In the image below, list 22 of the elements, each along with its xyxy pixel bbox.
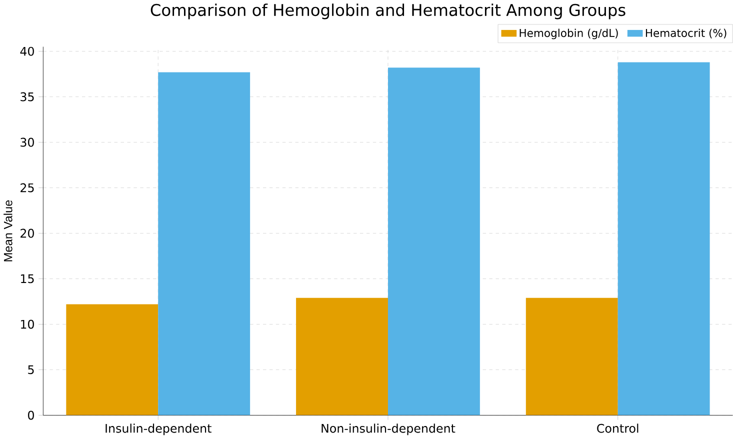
y-tick-label: 30 (20, 138, 34, 147)
y-tick-label: 35 (20, 92, 34, 102)
y-tick-label: 20 (20, 228, 34, 238)
legend-label: Hemoglobin (g/dL) (520, 28, 618, 40)
y-tick-label: 15 (20, 274, 34, 284)
y-tick-label: 10 (20, 320, 34, 329)
x-tick-label: Non-insulin-dependent (322, 424, 456, 436)
y-tick-label: 5 (28, 366, 34, 374)
bar (66, 304, 158, 416)
bar (618, 62, 710, 416)
legend-label: Hematocrit (%) (646, 28, 726, 38)
bar (526, 298, 618, 416)
chart-title: Comparison of Hemoglobin and Hematocrit Among Groups (150, 4, 626, 20)
bar (296, 298, 388, 416)
y-axis-title: Mean Value (4, 200, 12, 262)
y-tick-label: 40 (20, 46, 34, 56)
bar (158, 72, 250, 416)
x-tick-label: Insulin-dependent (106, 424, 212, 436)
y-tick-label: 25 (20, 183, 34, 192)
bar (388, 68, 480, 416)
x-tick-label: Control (597, 424, 638, 433)
y-tick-label: 0 (28, 410, 34, 420)
